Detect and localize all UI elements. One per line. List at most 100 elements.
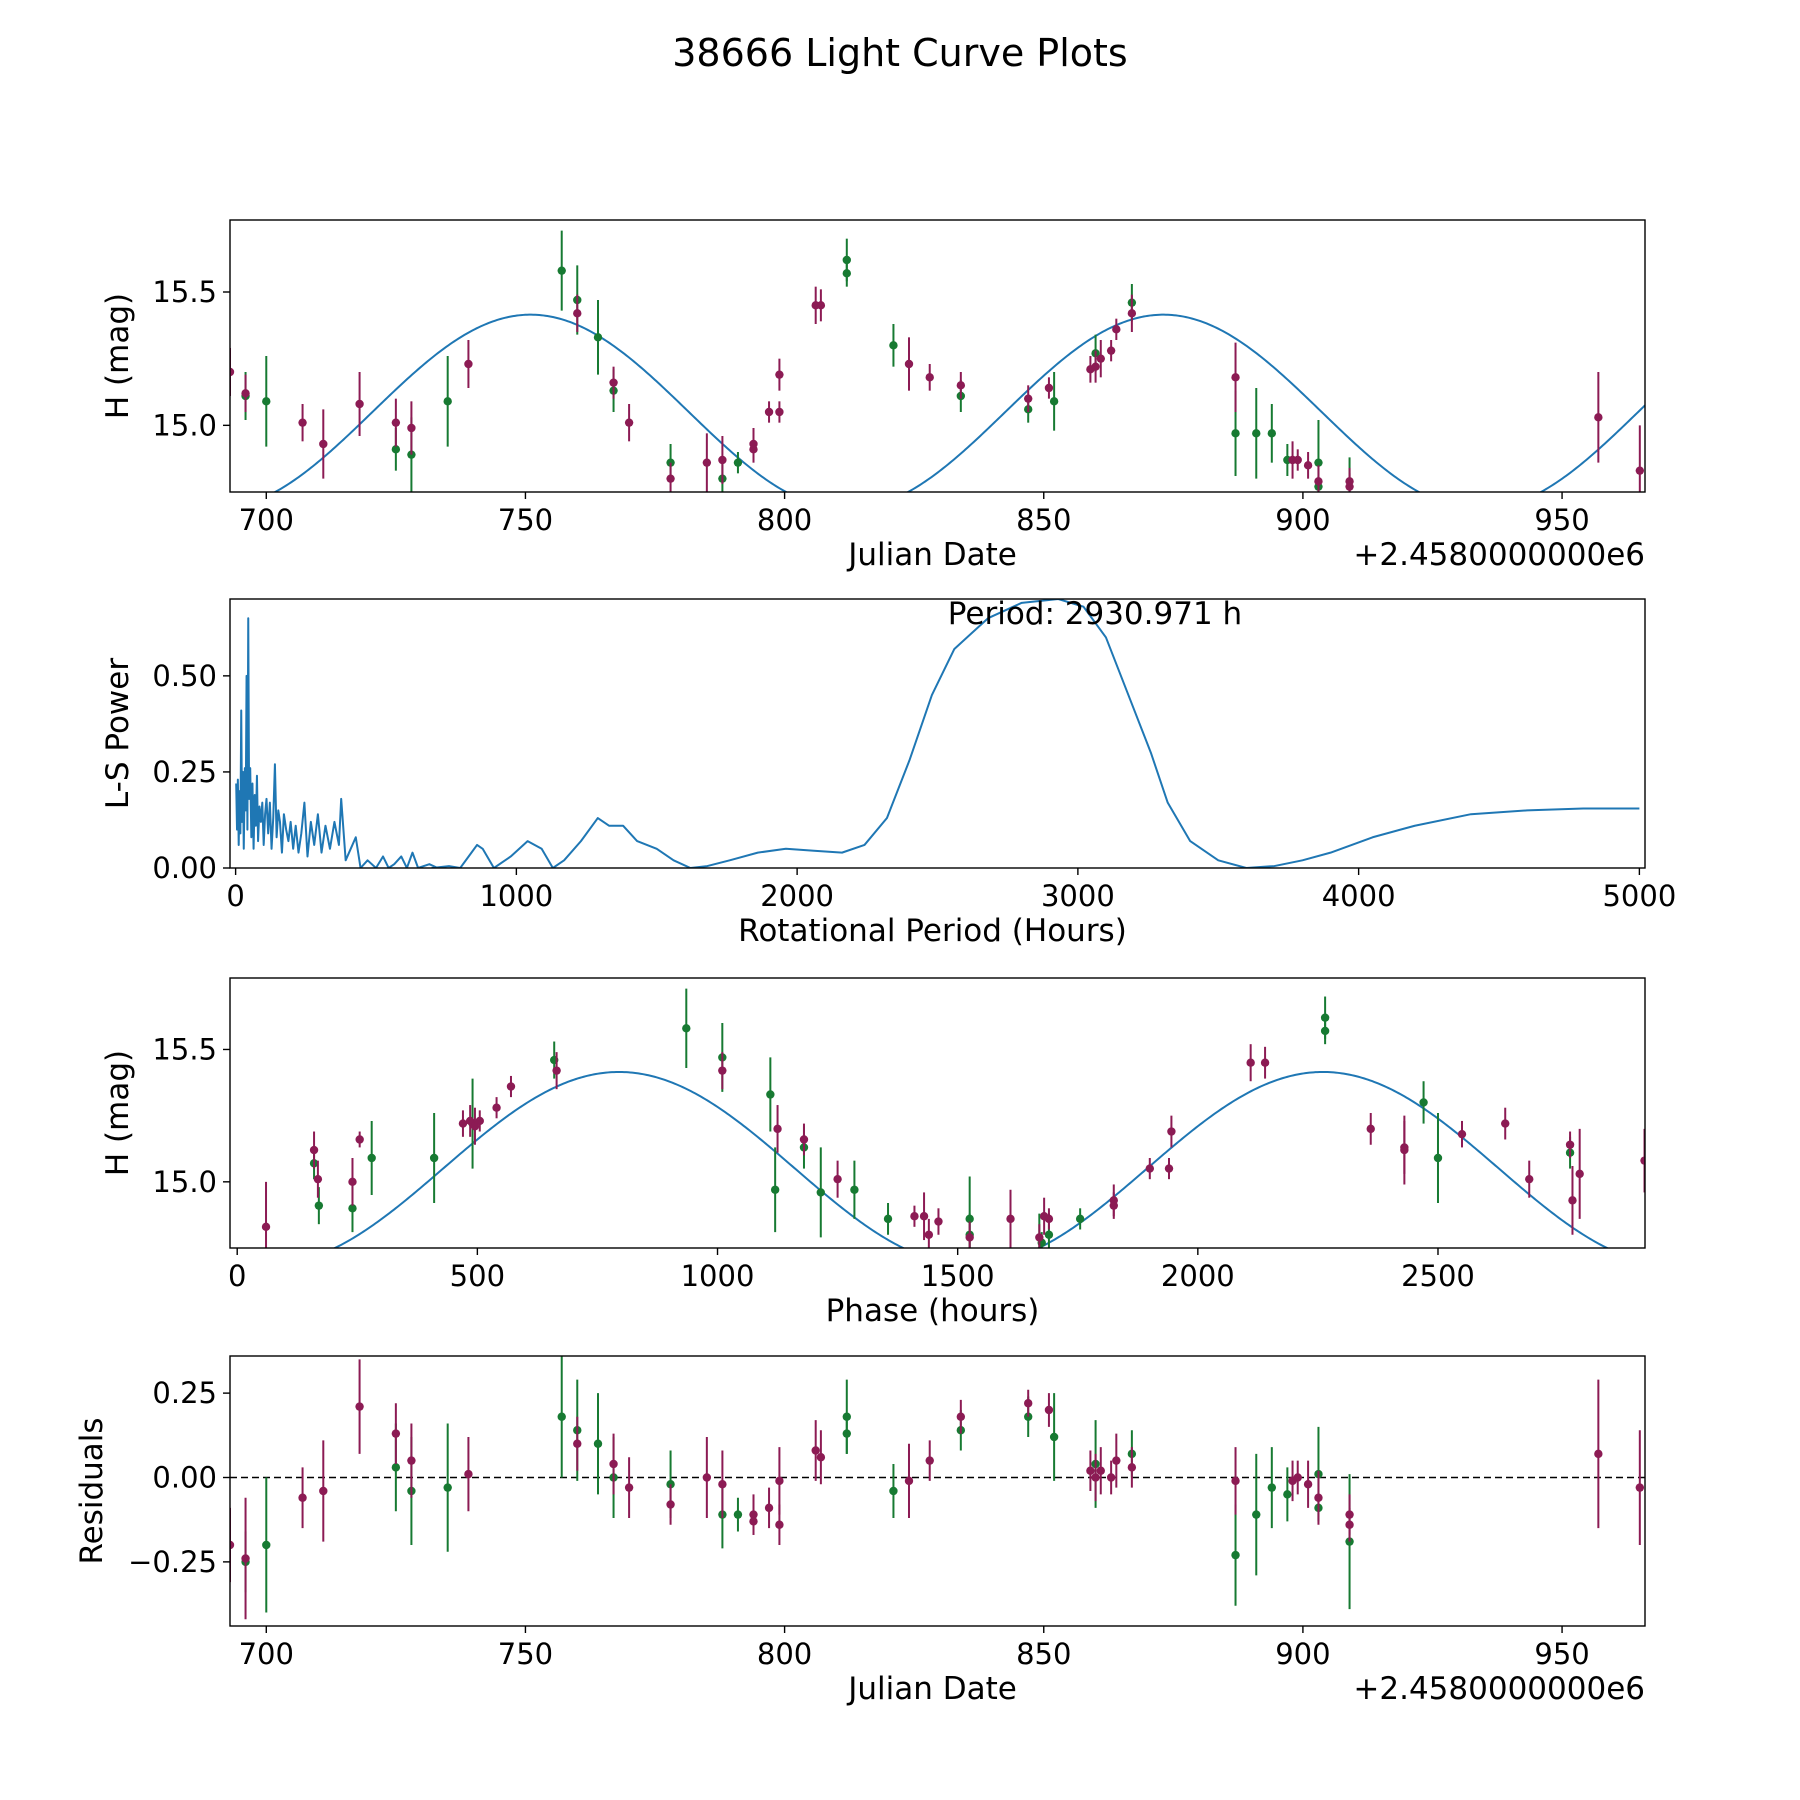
residuals-point-purple bbox=[298, 1493, 307, 1502]
light-curve-point-purple bbox=[764, 407, 774, 417]
phase-plot-point-purple bbox=[1006, 1214, 1015, 1224]
phase-plot-point-purple bbox=[475, 1116, 484, 1126]
residuals-point-purple bbox=[749, 1517, 758, 1526]
period-annotation: Period: 2930.971 h bbox=[948, 596, 1242, 632]
phase-plot-point-purple bbox=[773, 1124, 782, 1134]
phase-plot-point-green bbox=[314, 1201, 324, 1210]
phase-plot-plot-area bbox=[261, 988, 1645, 1248]
residuals-ytick-label: −0.25 bbox=[128, 1545, 217, 1579]
residuals-ylabel: Residuals bbox=[74, 1417, 110, 1564]
light-curve-point-purple bbox=[1112, 325, 1121, 334]
periodogram-xtick-label: 4000 bbox=[1322, 879, 1396, 913]
light-curve-point-green bbox=[1314, 458, 1323, 467]
phase-plot-point-purple bbox=[309, 1145, 319, 1155]
phase-plot-frame bbox=[229, 977, 1646, 1249]
phase-plot-point-green bbox=[348, 1204, 357, 1213]
light-curve-ylabel: H (mag) bbox=[100, 293, 136, 419]
residuals-point-purple bbox=[816, 1453, 826, 1462]
light-curve-point-purple bbox=[666, 474, 675, 483]
phase-plot-xlabel: Phase (hours) bbox=[826, 1293, 1040, 1329]
light-curve-point-purple bbox=[391, 418, 401, 427]
residuals-ytick-label: 0.25 bbox=[152, 1376, 217, 1410]
residuals-plot-area bbox=[230, 1356, 1645, 1620]
light-curve-point-purple bbox=[1635, 466, 1645, 475]
figure-title: 38666 Light Curve Plots bbox=[672, 31, 1127, 75]
light-curve-point-green bbox=[842, 269, 851, 278]
light-curve-point-purple bbox=[718, 455, 727, 465]
light-curve-plot-area bbox=[230, 230, 1645, 492]
phase-plot-point-green bbox=[1044, 1230, 1054, 1239]
light-curve-point-purple bbox=[241, 389, 250, 398]
periodogram-ylabel: L-S Power bbox=[100, 658, 136, 809]
phase-plot-point-purple bbox=[313, 1174, 323, 1184]
phase-plot-point-purple bbox=[1640, 1156, 1645, 1165]
light-curve-panel: 700 750 800 850 900 950 15.0 15.5 Julian Date H (… bbox=[100, 219, 1646, 573]
residuals-point-green bbox=[1252, 1510, 1261, 1519]
light-curve-xtick-label: 750 bbox=[498, 503, 553, 537]
residuals-point-purple bbox=[1293, 1473, 1302, 1482]
phase-plot-point-purple bbox=[348, 1177, 357, 1187]
residuals-point-purple bbox=[702, 1473, 712, 1482]
light-curve-point-purple bbox=[1345, 482, 1354, 491]
residuals-point-green bbox=[1283, 1490, 1292, 1499]
periodogram-xtick-label: 3000 bbox=[1041, 879, 1115, 913]
light-curve-point-green bbox=[1231, 429, 1240, 438]
phase-plot-xtick-label: 2000 bbox=[1161, 1259, 1235, 1293]
phase-plot-xtick-label: 0 bbox=[228, 1259, 246, 1293]
light-curve-point-green bbox=[1267, 429, 1277, 438]
light-curve-point-purple bbox=[1044, 383, 1054, 393]
residuals-frame bbox=[229, 1355, 1646, 1627]
light-curve-point-green bbox=[889, 341, 898, 350]
residuals-point-green bbox=[1231, 1550, 1240, 1560]
light-curve-point-green bbox=[262, 397, 271, 406]
phase-plot-point-purple bbox=[934, 1217, 943, 1226]
residuals-point-purple bbox=[573, 1439, 582, 1448]
residuals-point-purple bbox=[1112, 1456, 1121, 1465]
residuals-point-purple bbox=[355, 1402, 364, 1411]
light-curve-point-green bbox=[557, 266, 566, 275]
residuals-point-purple bbox=[1044, 1405, 1054, 1415]
phase-plot-point-purple bbox=[506, 1082, 516, 1091]
phase-plot-point-purple bbox=[1457, 1129, 1467, 1139]
phase-plot-xtick-label: 500 bbox=[450, 1259, 505, 1293]
periodogram-plot-area bbox=[235, 599, 1640, 868]
residuals-point-purple bbox=[1096, 1466, 1105, 1475]
residuals-xtick-label: 850 bbox=[1016, 1637, 1071, 1671]
periodogram-frame bbox=[229, 598, 1646, 869]
light-curve-point-purple bbox=[298, 418, 307, 427]
light-curve-offset-text: +2.4580000000e6 bbox=[1353, 537, 1645, 573]
residuals-point-purple bbox=[319, 1486, 328, 1496]
residuals-point-green bbox=[443, 1483, 452, 1492]
phase-plot-point-purple bbox=[1044, 1214, 1054, 1224]
light-curve-xtick-label: 700 bbox=[239, 503, 294, 537]
residuals-xtick-label: 800 bbox=[757, 1637, 812, 1671]
phase-plot-point-purple bbox=[552, 1066, 561, 1075]
phase-plot-point-purple bbox=[1575, 1169, 1584, 1179]
residuals-point-purple bbox=[811, 1446, 820, 1455]
phase-plot-point-purple bbox=[799, 1135, 809, 1144]
periodogram-panel: 0 1000 2000 3000 4000 5000 0.00 0.25 0.50 Rotatio… bbox=[100, 596, 1676, 949]
phase-plot-point-green bbox=[1320, 1026, 1330, 1036]
light-curve-point-purple bbox=[702, 458, 712, 467]
phase-plot-point-purple bbox=[965, 1233, 974, 1242]
residuals-point-green bbox=[1049, 1432, 1059, 1442]
residuals-point-purple bbox=[718, 1480, 727, 1489]
phase-plot-xtick-label: 1500 bbox=[921, 1259, 995, 1293]
light-curve-point-purple bbox=[1314, 477, 1323, 486]
light-curve-ytick-label: 15.0 bbox=[152, 408, 217, 442]
periodogram-xtick-label: 1000 bbox=[479, 879, 553, 913]
light-curve-point-purple bbox=[1096, 354, 1105, 363]
residuals-point-purple bbox=[764, 1503, 774, 1513]
residuals-point-purple bbox=[1024, 1399, 1033, 1408]
phase-plot-point-purple bbox=[1035, 1233, 1044, 1242]
phase-plot-panel: 0 500 1000 1500 2000 2500 15.0 15.5 Phase (hours… bbox=[100, 977, 1646, 1329]
residuals-point-green bbox=[391, 1463, 401, 1472]
residuals-point-purple bbox=[1345, 1520, 1354, 1529]
residuals-point-purple bbox=[904, 1476, 914, 1486]
residuals-point-purple bbox=[775, 1520, 784, 1529]
light-curve-point-purple bbox=[1091, 362, 1100, 371]
light-curve-point-green bbox=[1252, 429, 1261, 438]
phase-plot-point-green bbox=[770, 1185, 780, 1194]
